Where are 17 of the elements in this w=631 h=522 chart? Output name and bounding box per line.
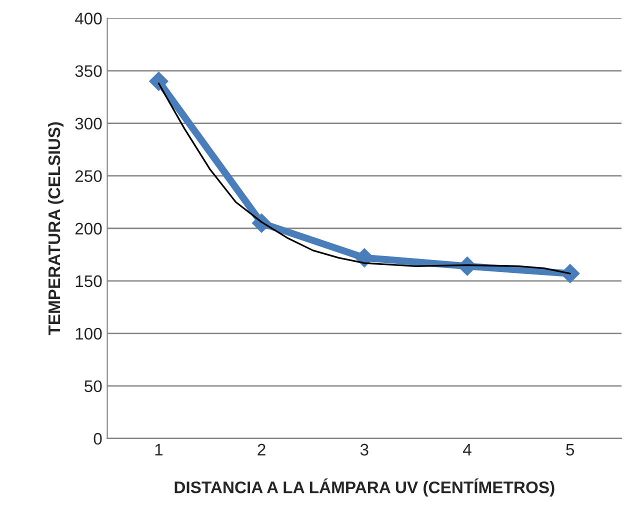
- point: [148, 71, 169, 92]
- x-tick-label: 1: [155, 444, 163, 456]
- y-tick-label: 400: [74, 12, 102, 24]
- y-tick-label: 150: [76, 275, 102, 288]
- x-tick-label: 2: [258, 444, 266, 456]
- y-axis-title: TEMPERATURA (CELSIUS): [48, 122, 64, 336]
- x-axis-title: DISTANCIA A LA LÁMPARA UV (CENTÍMETROS): [174, 478, 554, 497]
- y-tick-label: 200: [75, 222, 102, 235]
- y-tick-label: 250: [75, 170, 102, 182]
- y-tick-label: 100: [76, 328, 102, 340]
- x-tick-label: 3: [360, 444, 368, 456]
- y-tick-label: 0: [94, 432, 102, 445]
- y-tick-label: 50: [84, 380, 102, 392]
- y-tick-label: 350: [75, 65, 102, 77]
- x-tick-label: 4: [463, 444, 472, 456]
- x-tick-label: 5: [566, 444, 574, 456]
- y-tick-label: 300: [75, 118, 102, 130]
